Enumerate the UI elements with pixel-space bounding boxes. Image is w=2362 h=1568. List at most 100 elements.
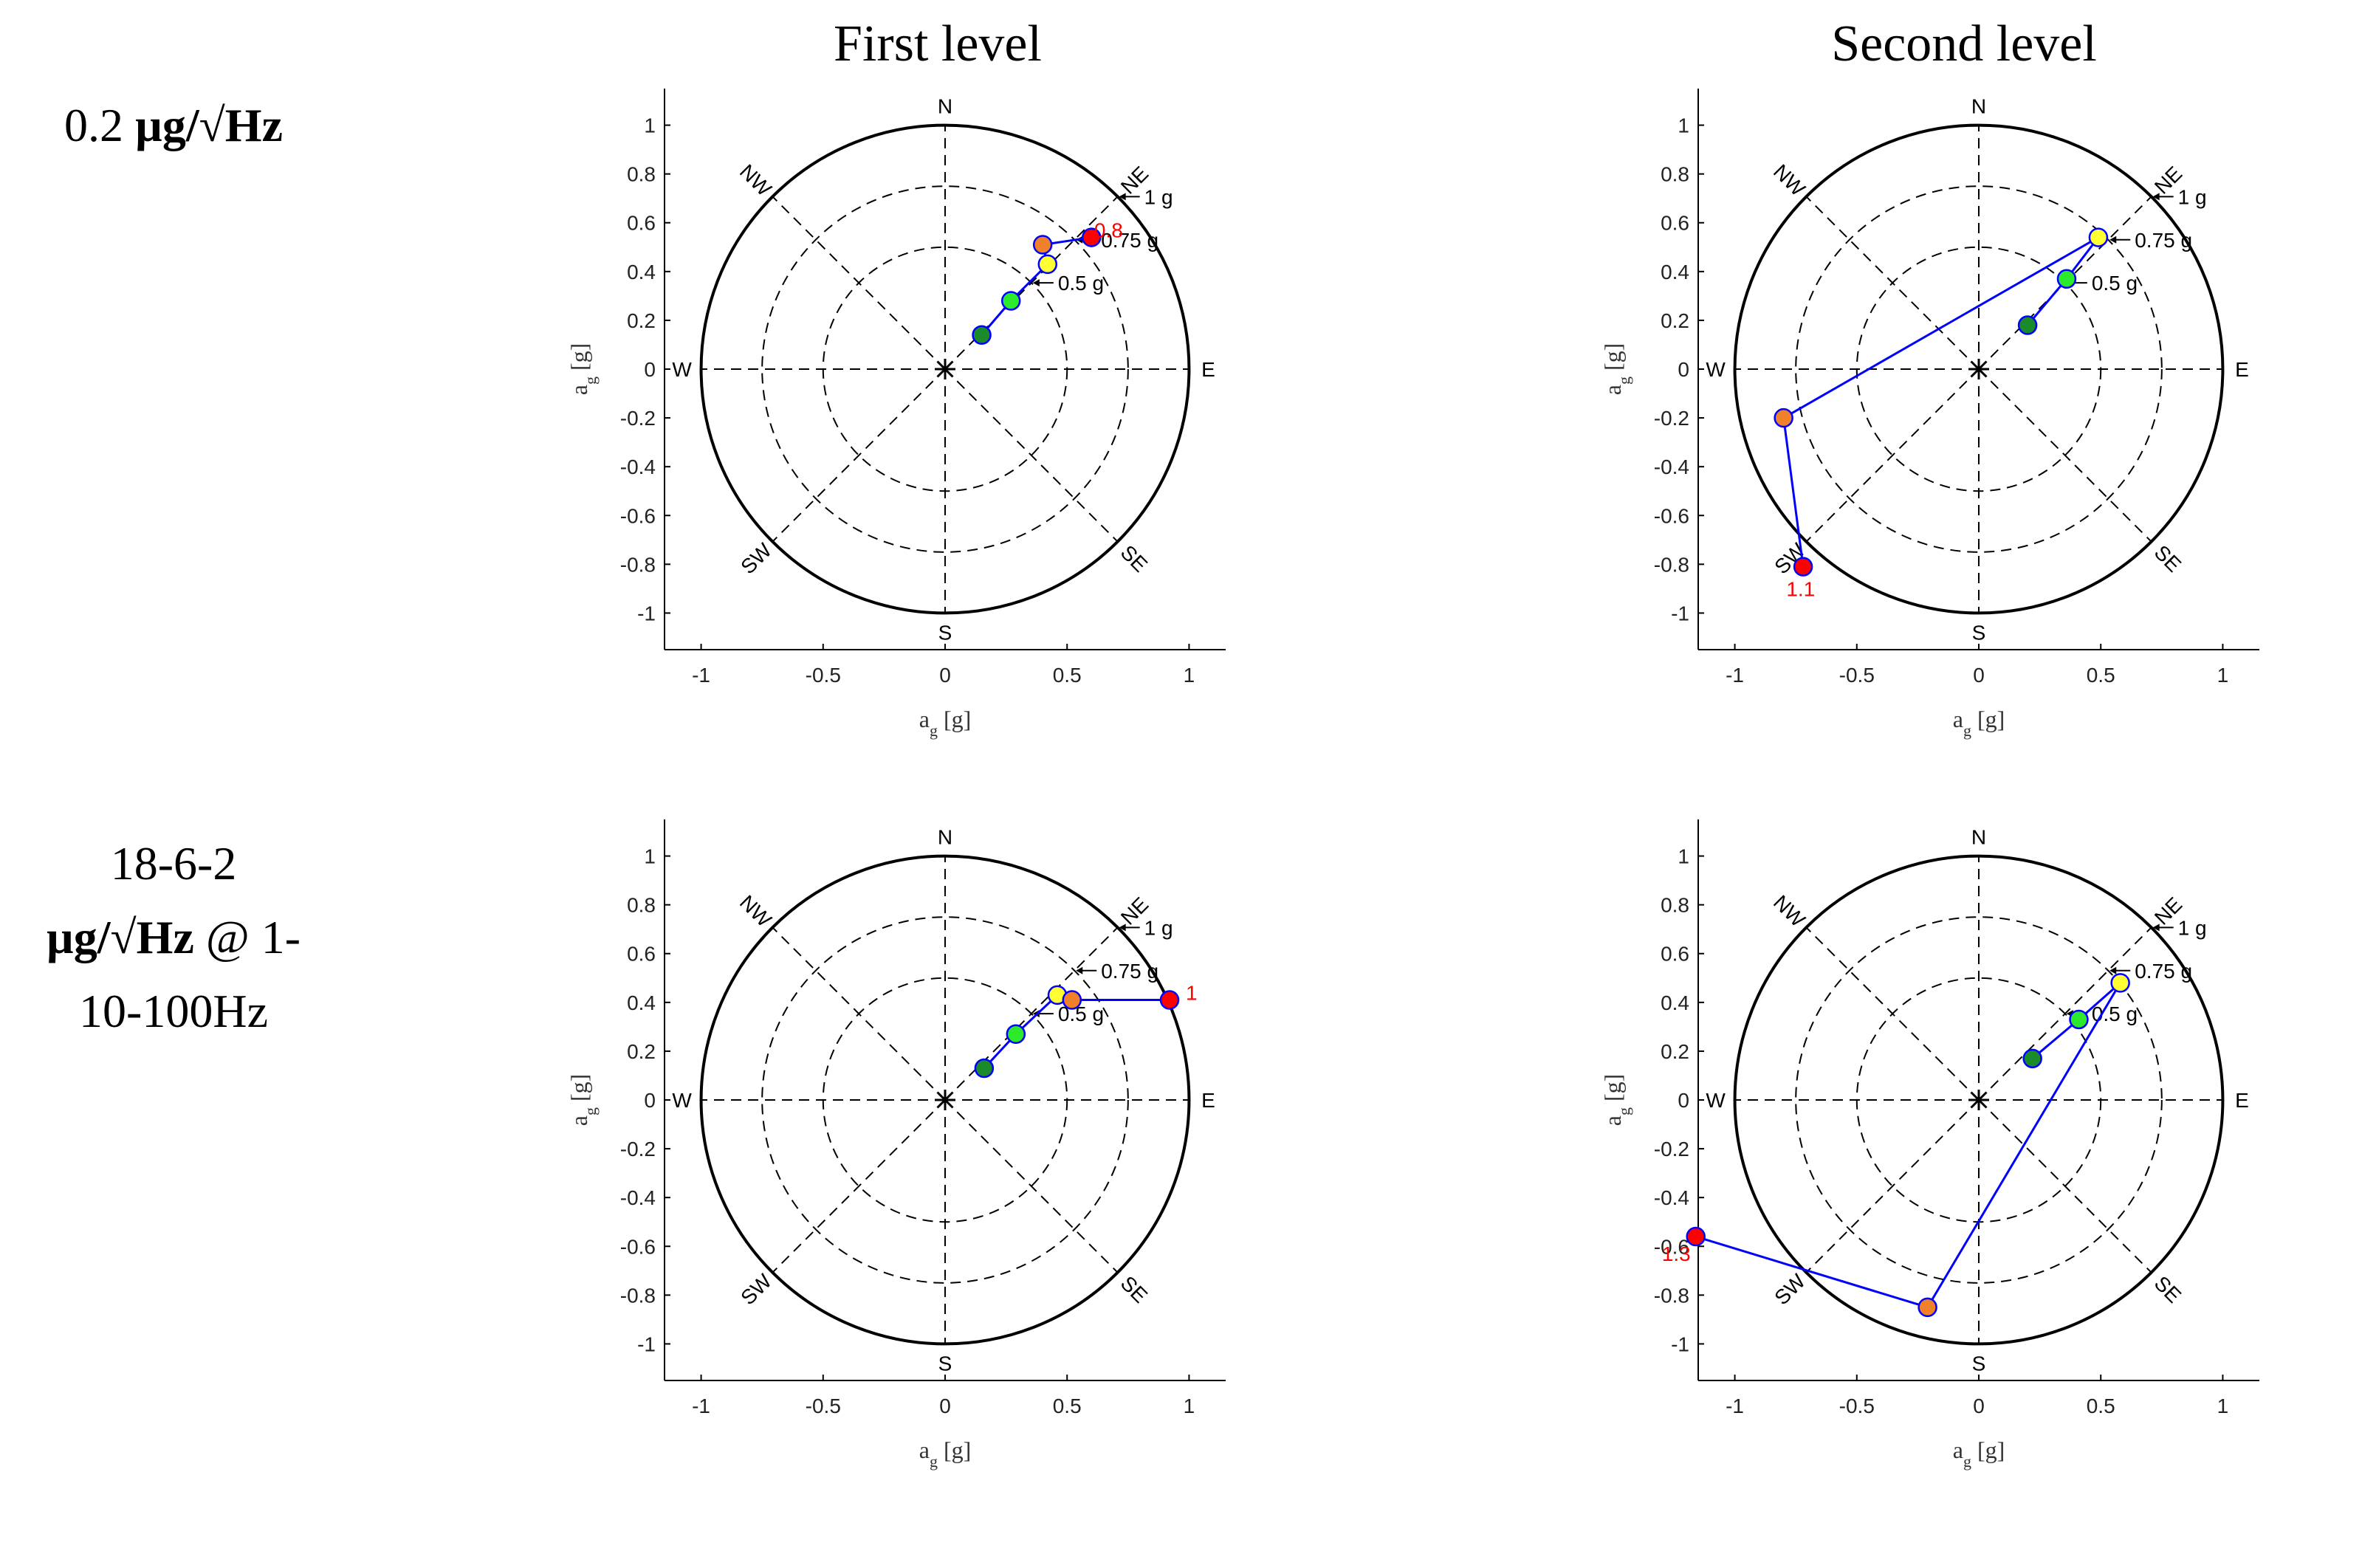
compass-label-nw: NW [735, 891, 776, 932]
x-tick-label: -1 [1726, 664, 1744, 687]
compass-label-s: S [938, 1352, 952, 1375]
compass-spoke [772, 1099, 946, 1273]
compass-label-se: SE [2150, 1271, 2186, 1307]
polar-plot-first-level-row1: 1 0.8 0.6 0.4 0.2 0 -0.2 -0.4 -0.6 -0.8 -1 -1 -0.5 0 0… [566, 89, 1226, 740]
y-tick-label: 0.8 [1661, 894, 1689, 917]
peak-value-label: 1 [1186, 982, 1198, 1005]
compass-spoke [1978, 1099, 2152, 1273]
y-tick-label: 0 [644, 358, 656, 381]
x-tick-label: 0.5 [2087, 1395, 2115, 1417]
y-tick-label: -0.8 [620, 1284, 656, 1307]
center-marker [936, 360, 954, 378]
ring-label: 1 g [2178, 916, 2207, 939]
data-point-level-1 [972, 325, 992, 345]
y-tick-label: 0.4 [1661, 261, 1689, 283]
ring-label: 1 g [1144, 916, 1173, 939]
center-marker [1970, 360, 1988, 378]
data-point-level-2 [2056, 269, 2077, 289]
compass-spoke [772, 368, 946, 543]
compass-label-n: N [1971, 95, 1986, 118]
compass-label-e: E [2235, 1089, 2249, 1112]
data-point-level-4 [1062, 990, 1082, 1010]
ring-label-arrowhead [2109, 235, 2117, 244]
y-tick-label: -0.2 [620, 1138, 656, 1160]
y-tick-label: -0.6 [620, 504, 656, 527]
center-marker [936, 1091, 954, 1109]
x-tick-label: -0.5 [806, 1395, 841, 1417]
compass-label-w: W [672, 358, 692, 381]
row-label-18-6-2-line1: 18-6-2 [110, 837, 237, 890]
y-tick-label: -0.6 [1654, 1235, 1689, 1258]
x-axis-label: ag [g] [1953, 1437, 2005, 1471]
y-tick-label: -0.2 [1654, 407, 1689, 430]
peak-value-label: 0.8 [1094, 219, 1123, 242]
row-label-0-2-unit: µg/√Hz [135, 99, 283, 151]
ring-label: 1 g [2178, 185, 2207, 208]
y-axis-label: ag [g] [1599, 1074, 1633, 1127]
compass-spoke [1978, 368, 2152, 543]
data-point-level-4 [1032, 235, 1053, 255]
x-tick-label: -0.5 [1839, 1395, 1875, 1417]
y-tick-label: 1 [1678, 114, 1689, 137]
y-axis-label: ag [g] [566, 343, 600, 396]
data-point-level-1 [2022, 1048, 2042, 1069]
data-point-level-1 [2017, 315, 2038, 335]
ring-label-arrowhead [2109, 966, 2117, 974]
ring-label-arrowhead [2152, 193, 2160, 201]
y-tick-label: -0.4 [620, 1186, 656, 1209]
column-title-first-level: First level [834, 16, 1042, 72]
polar-plot-second-level-row1: 1 0.8 0.6 0.4 0.2 0 -0.2 -0.4 -0.6 -0.8 -1 -1 -0.5 0 0… [1599, 89, 2259, 740]
y-tick-label: -0.4 [1654, 455, 1689, 478]
y-tick-label: 0.2 [627, 309, 656, 332]
y-tick-label: -1 [637, 1333, 656, 1355]
x-tick-label: 0 [1973, 1395, 1985, 1417]
y-tick-label: 0.4 [627, 991, 656, 1014]
compass-spoke [1805, 368, 1980, 543]
y-tick-label: -1 [1671, 602, 1689, 625]
compass-spoke [1978, 926, 2152, 1101]
compass-spoke [772, 926, 946, 1101]
ring-0-75g [761, 916, 1129, 1284]
data-point-level-3 [1037, 254, 1058, 275]
ring-label-arrowhead [1119, 193, 1126, 201]
compass-label-s: S [1972, 621, 1986, 644]
compass-label-n: N [1971, 826, 1986, 849]
compass-spoke [772, 196, 946, 370]
compass-spoke [944, 368, 1119, 543]
y-tick-label: 0.8 [627, 163, 656, 186]
compass-label-e: E [1201, 1089, 1215, 1112]
x-tick-label: 0.5 [1053, 664, 1082, 687]
row-label-0-2-value: 0.2 [64, 99, 124, 151]
y-tick-label: -1 [1671, 1333, 1689, 1355]
data-point-level-5 [1082, 227, 1102, 247]
x-tick-label: -0.5 [806, 664, 841, 687]
x-tick-label: 1 [1184, 664, 1195, 687]
compass-label-nw: NW [1769, 160, 1810, 201]
y-tick-label: 0.8 [627, 894, 656, 917]
compass-label-se: SE [2150, 540, 2186, 576]
compass-label-w: W [1706, 1089, 1726, 1112]
data-point-level-1 [974, 1058, 995, 1079]
data-path-line [1695, 982, 2121, 1309]
compass-label-sw: SW [1770, 1269, 1810, 1309]
y-tick-label: 0 [644, 1089, 656, 1112]
x-tick-label: 0 [939, 664, 951, 687]
data-point-level-5 [1793, 557, 1813, 577]
compass-spoke [1805, 926, 1980, 1101]
compass-label-e: E [2235, 358, 2249, 381]
compass-label-nw: NW [1769, 891, 1810, 932]
y-tick-label: 0 [1678, 358, 1689, 381]
x-axis-label: ag [g] [919, 706, 972, 740]
x-tick-label: 0 [1973, 664, 1985, 687]
x-axis-label: ag [g] [1953, 706, 2005, 740]
ring-label: 0.5 g [1058, 272, 1104, 295]
ring-label: 0.75 g [1101, 229, 1158, 252]
data-point-level-2 [1006, 1024, 1026, 1045]
ring-1g [699, 854, 1191, 1346]
data-point-level-2 [2069, 1009, 2089, 1030]
polar-plot-first-level-row2: 1 0.8 0.6 0.4 0.2 0 -0.2 -0.4 -0.6 -0.8 -1 -1 -0.5 0 0… [566, 819, 1226, 1471]
y-tick-label: 1 [644, 114, 656, 137]
data-point-level-5 [1686, 1226, 1706, 1247]
y-tick-label: 0.6 [1661, 943, 1689, 966]
y-tick-label: 0.2 [1661, 309, 1689, 332]
